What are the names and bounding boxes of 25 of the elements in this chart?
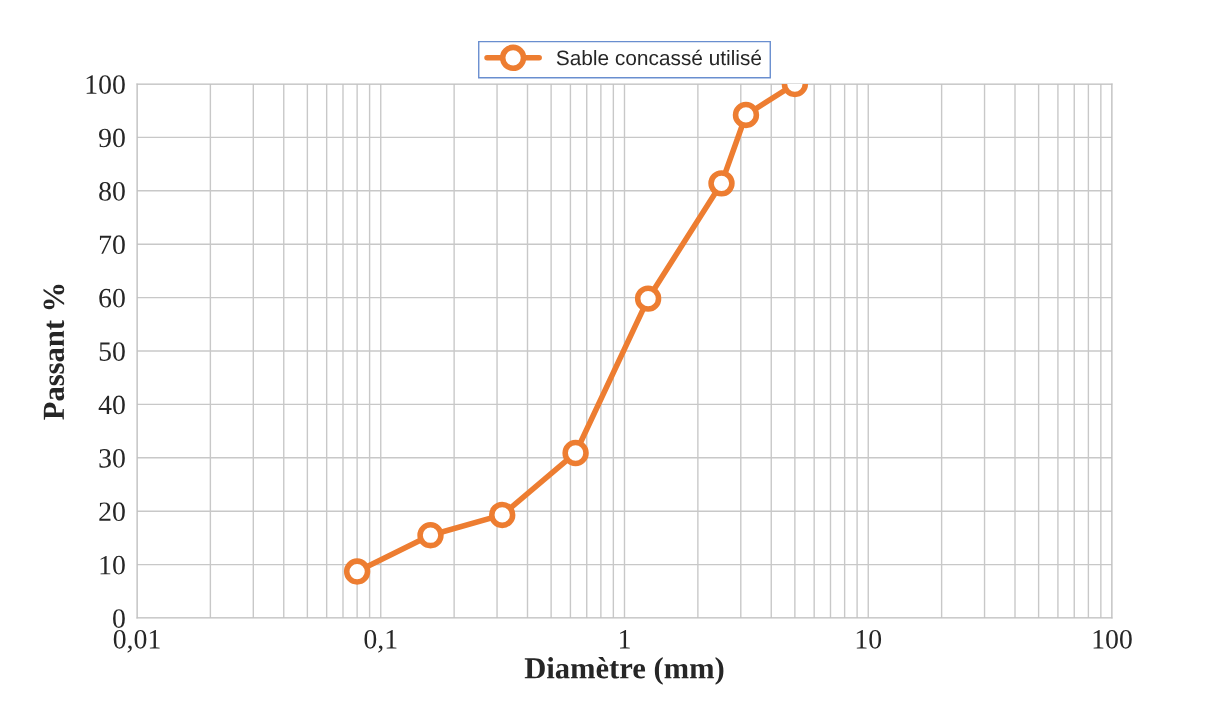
- x-tick-label: 1: [620, 630, 630, 649]
- y-tick-label: 100: [86, 75, 125, 94]
- point: [708, 170, 735, 197]
- y-tick-label: 20: [99, 502, 125, 522]
- legend-label: Sable concassé utilisé: [556, 49, 762, 66]
- y-tick-label: 50: [99, 342, 125, 361]
- x-tick-label: 10: [856, 629, 882, 649]
- y-axis-title: Passant %: [43, 284, 65, 420]
- point: [634, 285, 662, 312]
- point: [343, 558, 371, 585]
- y-tick-label: 90: [99, 128, 125, 148]
- y-tick-label: 40: [98, 395, 125, 415]
- point: [562, 439, 589, 467]
- point: [489, 501, 516, 529]
- x-tick-label: 100: [1093, 629, 1132, 649]
- x-tick-label: 0,01: [113, 629, 160, 653]
- y-tick-label: 10: [100, 555, 125, 575]
- y-tick-label: 80: [99, 181, 125, 201]
- y-tick-label: 70: [99, 235, 125, 255]
- x-axis-title: Diamètre (mm): [524, 657, 724, 685]
- x-tick-label: 0,1: [364, 629, 397, 653]
- y-tick-label: 30: [99, 448, 125, 468]
- y-tick-label: 60: [99, 288, 125, 308]
- point: [417, 522, 444, 549]
- y-tick-label: 0: [113, 609, 125, 628]
